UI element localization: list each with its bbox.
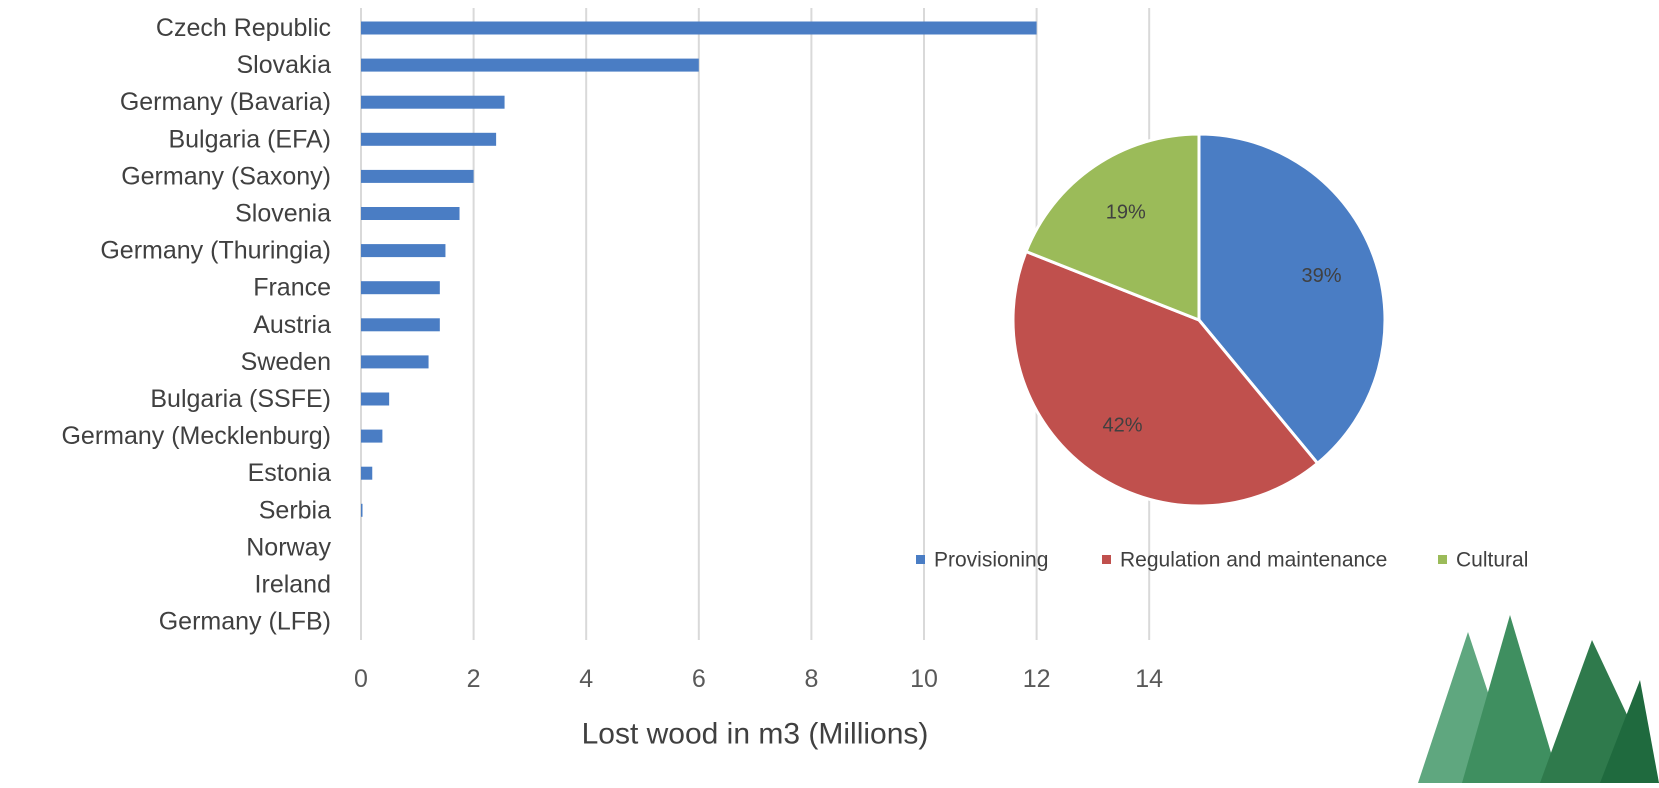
x-tick-label: 4 [579,665,593,693]
category-label: Slovenia [235,200,331,228]
pie-slice [1011,249,1320,508]
legend-entry: Provisioning [934,549,1048,572]
category-label: Serbia [259,496,331,524]
tree-logo [1418,615,1659,783]
bar [361,244,446,258]
bar [361,132,497,146]
category-label: Norway [246,533,331,561]
category-label: Slovakia [237,51,332,79]
legend-entry: Regulation and maintenance [1120,549,1387,572]
x-tick-label: 6 [692,665,706,693]
bar [361,207,460,220]
bar [361,503,363,517]
bar [361,355,429,369]
bar [361,392,390,406]
x-axis-label: Lost wood in m3 (Millions) [582,718,929,751]
bar [361,169,474,183]
x-tick-label: 2 [467,665,481,693]
x-tick-label: 8 [804,665,818,693]
bars [361,21,1037,517]
bar [361,429,383,443]
category-label: Germany (Mecklenburg) [61,422,331,450]
bar [361,95,505,109]
x-tick-label: 10 [910,665,938,693]
pie-legend: Provisioning Regulation and maintenance Cu… [916,549,1528,572]
tree-icon [1600,680,1659,783]
category-label: Sweden [241,348,331,376]
x-tick-label: 0 [354,665,368,693]
category-label: Germany (LFB) [159,608,331,636]
category-label: Bulgaria (SSFE) [150,385,331,413]
pie-data-label: 19% [1106,201,1146,223]
legend-swatch [1102,555,1111,564]
category-label: Germany (Thuringia) [100,237,331,265]
pie-data-label: 39% [1301,265,1341,287]
category-label: Ireland [255,571,331,599]
bar [361,58,699,72]
bar [361,21,1037,35]
pie-slice [1197,132,1387,466]
category-label: France [253,274,331,302]
x-tick-label: 14 [1135,665,1163,693]
pie-data-label: 42% [1102,414,1142,436]
bar [361,466,373,480]
bar [361,318,440,332]
tree-icon [1462,615,1560,783]
pie-slice [1024,132,1201,323]
x-tick-label: 12 [1023,665,1051,693]
pie-chart: 39% 42% 19% [1011,132,1387,508]
legend-entry: Cultural [1456,549,1528,572]
legend-swatch [916,555,925,564]
category-label: Germany (Saxony) [121,162,331,190]
category-label: Bulgaria (EFA) [168,125,331,153]
bar [361,281,440,295]
category-label: Austria [253,311,331,339]
legend-swatch [1438,555,1447,564]
category-labels: Czech Republic Slovakia Germany (Bavaria) B… [61,14,331,636]
x-tick-labels: 0 2 4 6 8 10 12 14 [354,665,1163,693]
category-label: Estonia [248,459,331,487]
category-label: Germany (Bavaria) [120,88,331,116]
category-label: Czech Republic [156,14,331,42]
